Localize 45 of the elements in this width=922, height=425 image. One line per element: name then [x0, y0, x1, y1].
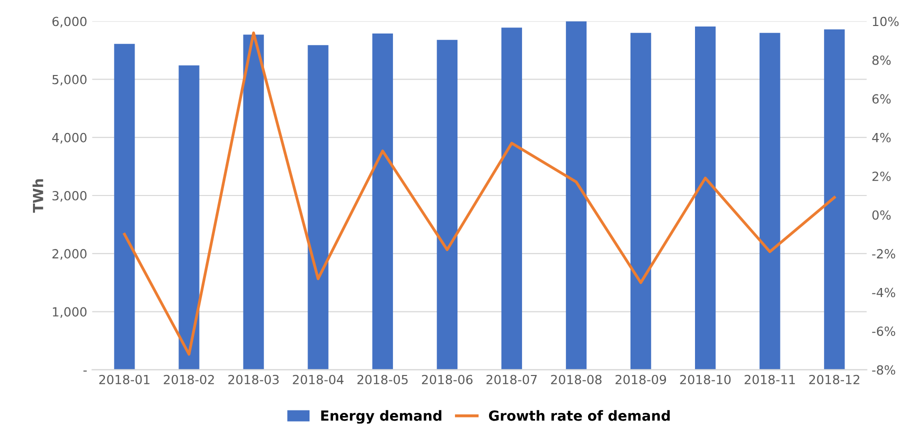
bar [308, 45, 328, 370]
x-tick-label: 2018-12 [809, 374, 860, 384]
x-tick-label: 2018-07 [486, 374, 537, 384]
y2-tick-label: -8% [872, 365, 896, 375]
bar [566, 21, 587, 370]
bar [501, 28, 522, 370]
bar [372, 33, 393, 370]
y-axis-title: TWh [32, 179, 44, 213]
bar [824, 29, 845, 370]
y2-tick-label: -6% [872, 326, 896, 336]
x-tick-label: 2018-01 [99, 374, 150, 384]
bar [178, 65, 200, 370]
y-tick-label: - [83, 370, 87, 372]
line-series [123, 31, 836, 356]
y-tick-label: 1,000 [52, 307, 87, 318]
legend-label: Energy demand [321, 410, 442, 424]
bar [695, 26, 716, 370]
x-tick-label: 2018-05 [357, 374, 408, 384]
legend-label: Growth rate of demand [489, 410, 670, 421]
bar [436, 40, 458, 370]
y-tick-label: 6,000 [52, 16, 87, 28]
y2-tick-label: 2% [872, 172, 891, 182]
x-tick-label: 2018-08 [551, 374, 602, 384]
x-tick-label: 2018-03 [228, 374, 279, 384]
x-tick-label: 2018-06 [422, 374, 472, 384]
y2-tick-label: 0% [872, 210, 891, 220]
y2-tick-label: 10% [872, 16, 899, 26]
y-tick-label: 4,000 [52, 132, 87, 144]
y2-tick-label: 8% [872, 55, 891, 65]
x-tick-label: 2018-10 [680, 374, 731, 384]
x-tick-label: 2018-04 [292, 374, 344, 384]
y2-tick-label: -2% [872, 249, 896, 259]
bar [114, 44, 135, 370]
x-tick-label: 2018-02 [164, 374, 214, 384]
bar [243, 34, 264, 370]
y2-tick-label: 6% [872, 94, 891, 104]
bar [760, 32, 780, 370]
y-tick-label: 3,000 [52, 190, 87, 202]
y2-tick-label: 4% [872, 132, 891, 142]
y-tick-label: 2,000 [52, 249, 87, 260]
x-tick-label: 2018-11 [744, 374, 795, 384]
y-tick-label: 5,000 [52, 74, 87, 86]
x-tick-label: 2018-09 [616, 374, 666, 384]
y2-tick-label: -4% [872, 288, 896, 298]
bar [630, 32, 652, 370]
